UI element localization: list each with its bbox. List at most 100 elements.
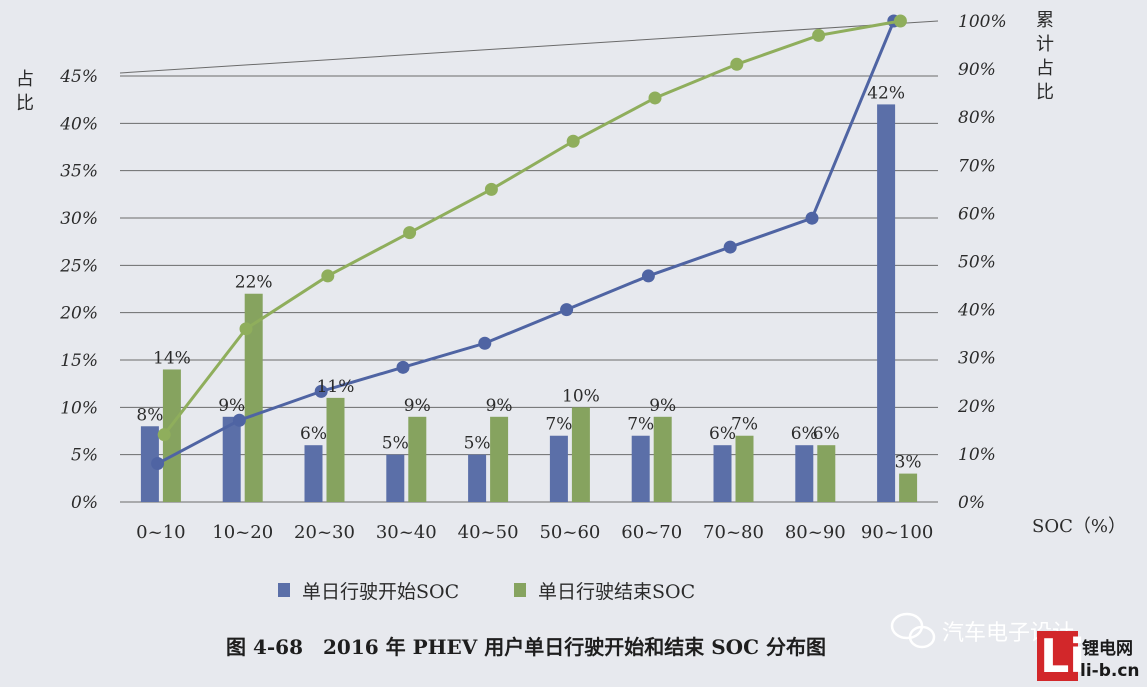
x-tick-label: 30~40 [376, 522, 437, 543]
logo-letters: Li [1040, 629, 1085, 683]
bar [549, 435, 568, 502]
bar [304, 445, 323, 502]
data-label: 6% [813, 424, 840, 444]
x-tick-label: 20~30 [294, 522, 355, 543]
cumulative-point [157, 428, 171, 442]
legend-label-start: 单日行驶开始SOC [302, 581, 459, 603]
y2-tick-label: 10% [958, 445, 996, 465]
y2-tick-label: 100% [958, 12, 1007, 32]
bar [490, 416, 509, 502]
data-label: 5% [382, 434, 409, 454]
cumulative-point [484, 182, 498, 196]
x-tick-label: 90~100 [861, 522, 933, 543]
cumulative-line [156, 20, 896, 465]
x-tick-label: 70~80 [703, 522, 764, 543]
figure-caption: 图 4-68 2016 年 PHEV 用户单日行驶开始和结束 SOC 分布图 [226, 635, 826, 659]
bar [735, 435, 754, 502]
bar [795, 445, 814, 502]
bar [326, 397, 345, 502]
x-tick-label: 10~20 [212, 522, 273, 543]
y-tick-label: 20% [59, 304, 98, 324]
bar [653, 416, 672, 502]
axes: 0% 5% 10% 15% 20% 25% 30% 35% 40% 45% 0% 10% 20% 30% 4… [59, 12, 1006, 543]
bar [468, 454, 487, 502]
x-tick-label: 0~10 [136, 522, 185, 543]
y2-tick-label: 0% [958, 493, 985, 513]
x-axis-title: SOC（%） [1032, 516, 1126, 537]
y2-tick-label: 90% [958, 60, 996, 80]
data-label: 14% [153, 348, 191, 368]
cumulative-point [560, 303, 574, 317]
bar [571, 407, 590, 502]
data-label: 11% [317, 377, 355, 397]
y-tick-label: 5% [71, 446, 98, 466]
y-tick-label: 45% [59, 67, 98, 87]
bar [408, 416, 427, 502]
data-label: 6% [300, 424, 327, 444]
data-label: 5% [464, 434, 491, 454]
data-label: 6% [709, 424, 736, 444]
wechat-icon [890, 612, 936, 649]
data-label: 9% [404, 396, 431, 416]
cumulative-point [641, 269, 655, 283]
bar-series [140, 104, 918, 503]
cumulative-line [163, 19, 901, 436]
legend-swatch-end [514, 583, 526, 597]
data-label: 42% [867, 83, 905, 103]
cumulative-point [805, 211, 819, 225]
x-tick-label: 60~70 [621, 522, 682, 543]
cumulative-lines [151, 14, 907, 471]
logo-url: li-b.cn [1080, 661, 1140, 681]
cumulative-point [566, 134, 580, 148]
y-tick-label: 15% [60, 351, 98, 371]
cumulative-point [812, 28, 826, 42]
bar [631, 435, 650, 502]
bar [140, 426, 159, 502]
bar [244, 293, 263, 502]
x-tick-label: 40~50 [458, 522, 519, 543]
cumulative-point [232, 413, 246, 427]
legend-swatch-start [278, 583, 290, 597]
x-tick-label: 80~90 [785, 522, 846, 543]
y2-tick-label: 20% [957, 397, 996, 417]
legend-label-end: 单日行驶结束SOC [538, 581, 695, 603]
y2-tick-label: 30% [958, 349, 996, 369]
bar [899, 473, 918, 502]
cumulative-point [314, 384, 328, 398]
cumulative-point [478, 336, 492, 350]
x-tick-label: 50~60 [539, 522, 600, 543]
cumulative-point [239, 322, 253, 336]
cumulative-point [893, 14, 907, 28]
data-labels: 8% 9%6% 5% 5%7% 7% 6% 6%42%14%22%11%9% 9% 10% 9%7… [136, 83, 921, 472]
logo-name: 锂电网 [1082, 638, 1133, 659]
y-tick-label: 10% [60, 398, 98, 418]
data-label: 7% [627, 415, 654, 435]
y2-tick-label: 60% [958, 204, 996, 224]
bar [162, 369, 181, 502]
cumulative-point [396, 360, 410, 374]
bar [877, 104, 896, 503]
y-tick-label: 25% [59, 256, 98, 276]
y2-tick-label: 80% [958, 108, 996, 128]
cumulative-point [151, 457, 165, 471]
y-tick-label: 40% [59, 114, 98, 134]
data-label: 7% [731, 415, 758, 435]
cumulative-point [723, 240, 737, 254]
bar [817, 445, 836, 502]
data-label: 3% [895, 453, 922, 473]
y-tick-label: 30% [60, 209, 98, 229]
bar [386, 454, 405, 502]
data-label: 9% [649, 396, 676, 416]
cumulative-point [321, 269, 335, 283]
svg-text:占比: 占比 [16, 69, 34, 114]
y2-tick-label: 70% [958, 156, 996, 176]
data-label: 9% [486, 396, 513, 416]
gridline [119, 20, 939, 74]
y-axis-title: 占比 [16, 69, 34, 114]
y2-axis-title: 累计占比 [1036, 10, 1054, 103]
svg-text:累计占比: 累计占比 [1036, 10, 1054, 103]
cumulative-point [730, 57, 744, 71]
cumulative-point [648, 91, 662, 105]
